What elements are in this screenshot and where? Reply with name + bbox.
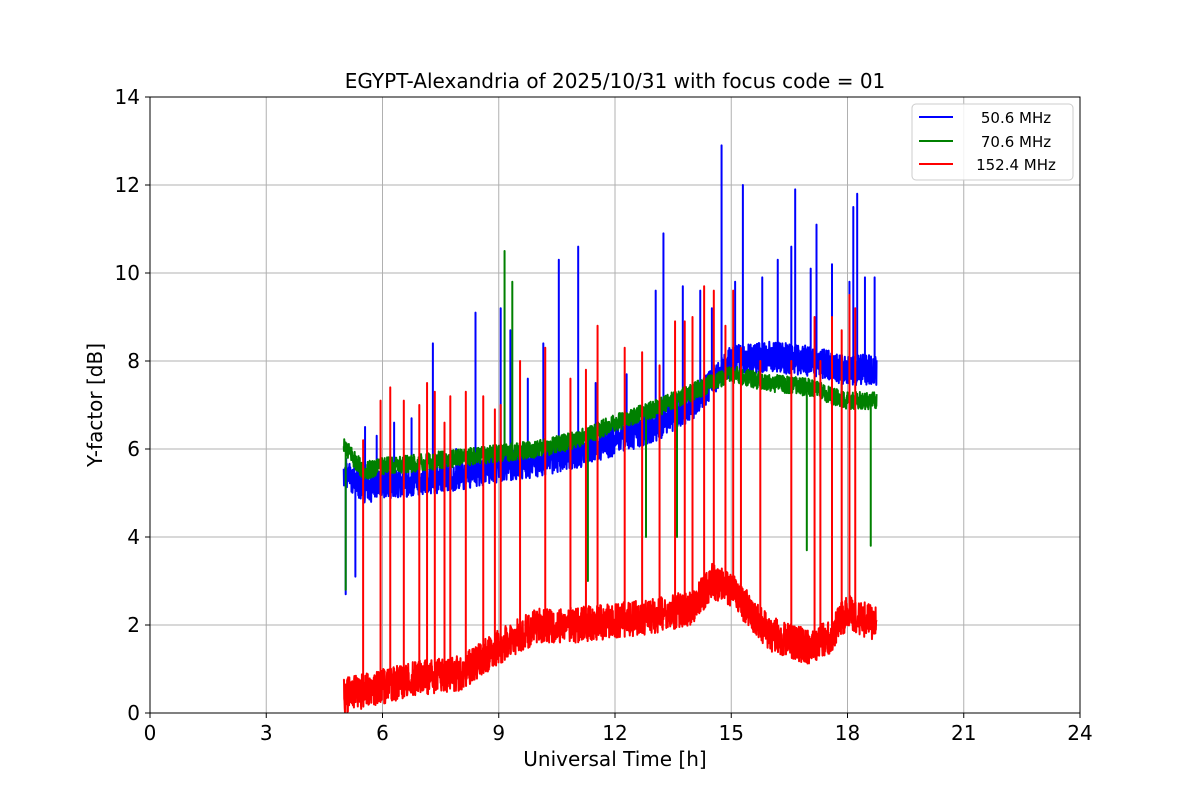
y-tick-label: 10 [115,261,140,285]
y-axis: 0 2 4 6 8 10 12 14 [115,85,150,725]
x-tick-label: 9 [492,721,505,745]
x-tick-label: 24 [1067,721,1092,745]
chart-title: EGYPT-Alexandria of 2025/10/31 with focu… [345,69,886,93]
y-tick-label: 6 [127,437,140,461]
legend-label-70-6: 70.6 MHz [981,133,1051,151]
y-tick-label: 4 [127,525,140,549]
y-tick-label: 14 [115,85,140,109]
x-tick-label: 0 [144,721,157,745]
x-tick-label: 12 [602,721,627,745]
x-tick-label: 3 [260,721,273,745]
x-tick-label: 15 [719,721,744,745]
x-axis: 0 3 6 9 12 15 18 21 24 [144,713,1093,745]
x-axis-label: Universal Time [h] [523,747,706,771]
legend-label-50-6: 50.6 MHz [981,109,1051,127]
x-tick-label: 18 [835,721,860,745]
y-axis-label: Y-factor [dB] [83,343,107,468]
y-tick-label: 0 [127,701,140,725]
series-line-1 [342,250,878,591]
y-tick-label: 12 [115,173,140,197]
series-layer [342,144,878,713]
series-line-2 [342,285,878,713]
legend-label-152-4: 152.4 MHz [976,156,1056,174]
y-tick-label: 2 [127,613,140,637]
legend: 50.6 MHz 70.6 MHz 152.4 MHz [911,103,1074,181]
x-tick-label: 21 [951,721,976,745]
y-tick-label: 8 [127,349,140,373]
legend-box [911,103,1074,181]
x-tick-label: 6 [376,721,389,745]
